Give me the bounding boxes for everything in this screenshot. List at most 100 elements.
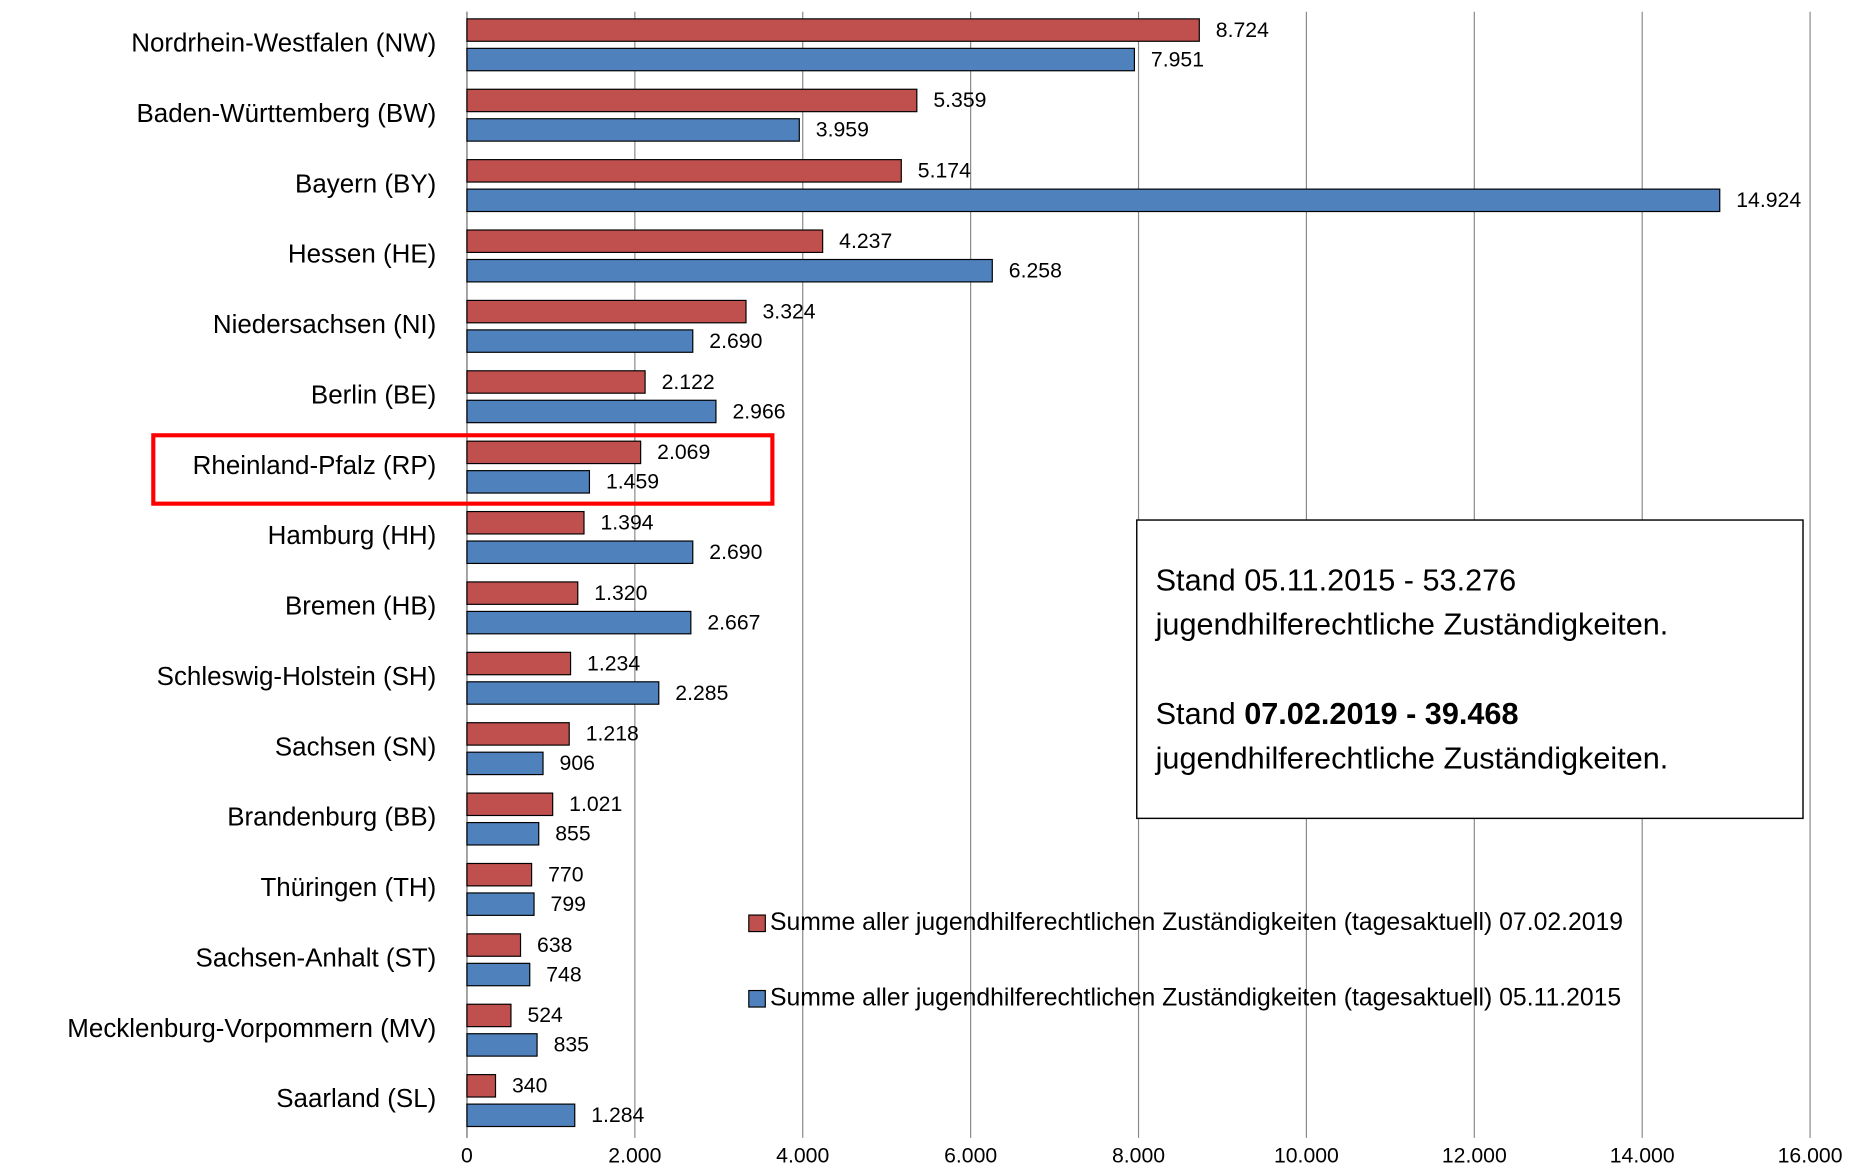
value-label: 1.234 (587, 652, 640, 675)
y-tick-label: Sachsen (SN) (275, 733, 436, 761)
bar (466, 118, 800, 142)
bar (466, 188, 1721, 213)
y-tick-label: Schleswig-Holstein (SH) (157, 663, 437, 691)
annotation-line: jugendhilferechtliche Zuständigkeiten. (1155, 607, 1669, 641)
bar (466, 792, 554, 817)
value-label: 524 (527, 1004, 563, 1027)
annotation-line: Stand 07.02.2019 - 39.468 (1156, 697, 1519, 731)
annotation-box (1136, 519, 1804, 820)
y-tick-label: Brandenburg (BB) (227, 804, 436, 832)
value-label: 8.724 (1216, 19, 1269, 42)
value-label: 1.459 (606, 471, 659, 494)
bar (466, 440, 642, 465)
bar (466, 1033, 538, 1057)
annotation-text: Stand (1156, 697, 1245, 731)
value-label: 3.959 (816, 119, 869, 142)
value-label: 5.174 (918, 160, 971, 183)
value-label: 2.069 (657, 441, 710, 464)
bar (466, 258, 993, 283)
bar (466, 370, 646, 394)
legend-swatch (748, 914, 766, 933)
y-tick-label: Baden-Württemberg (BW) (136, 100, 436, 128)
value-label: 2.690 (709, 541, 762, 564)
bar (466, 962, 531, 987)
y-tick-label: Hamburg (HH) (268, 522, 437, 550)
x-tick-label: 2.000 (608, 1144, 661, 1167)
bar (466, 722, 570, 746)
value-label: 5.359 (933, 89, 986, 112)
bar (466, 229, 824, 254)
value-label: 906 (560, 752, 595, 775)
x-tick-label: 0 (461, 1144, 473, 1167)
bar (466, 399, 717, 424)
bar (466, 751, 544, 776)
bar (466, 933, 522, 957)
bar (466, 581, 579, 605)
x-tick-label: 12.000 (1442, 1144, 1507, 1167)
y-tick-label: Sachsen-Anhalt (ST) (196, 944, 437, 972)
bar (466, 1103, 576, 1128)
value-label: 2.690 (709, 330, 762, 353)
value-label: 1.218 (586, 723, 639, 746)
value-label: 1.284 (591, 1104, 644, 1127)
x-tick-label: 6.000 (944, 1144, 997, 1167)
x-tick-label: 8.000 (1112, 1144, 1165, 1167)
value-label: 6.258 (1009, 259, 1062, 282)
bar (466, 18, 1200, 42)
y-tick-label: Berlin (BE) (311, 381, 436, 409)
value-label: 7.951 (1151, 48, 1204, 71)
value-label: 799 (551, 893, 586, 916)
bar (466, 1003, 512, 1028)
value-label: 2.667 (707, 611, 760, 634)
value-label: 835 (554, 1034, 589, 1057)
bar (466, 610, 692, 635)
y-tick-label: Niedersachsen (NI) (213, 311, 436, 339)
x-tick-label: 16.000 (1778, 1144, 1843, 1167)
highlight-box (151, 433, 775, 506)
bar (466, 862, 533, 887)
legend-swatch (748, 989, 766, 1008)
value-label: 14.924 (1736, 189, 1801, 212)
y-tick-label: Hessen (HE) (288, 241, 436, 269)
value-label: 2.966 (732, 400, 785, 423)
value-label: 4.237 (839, 230, 892, 253)
y-tick-label: Thüringen (TH) (260, 874, 436, 902)
value-label: 2.122 (662, 371, 715, 394)
bar (466, 540, 694, 565)
bar (466, 510, 585, 535)
y-tick-label: Nordrhein-Westfalen (NW) (131, 29, 436, 57)
bar (466, 88, 918, 113)
value-label: 3.324 (763, 300, 816, 323)
bar (466, 159, 902, 183)
y-tick-label: Bremen (HB) (285, 593, 436, 621)
legend-label: Summe aller jugendhilferechtlichen Zustä… (770, 909, 1623, 936)
bar (466, 470, 591, 494)
annotation-line: Stand 05.11.2015 - 53.276 (1156, 564, 1517, 598)
bar (466, 821, 540, 846)
value-label: 770 (548, 863, 583, 886)
legend-label: Summe aller jugendhilferechtlichen Zustä… (770, 984, 1621, 1011)
annotation-line: jugendhilferechtliche Zuständigkeiten. (1155, 742, 1669, 776)
y-tick-label: Saarland (SL) (276, 1085, 436, 1113)
x-tick-label: 10.000 (1274, 1144, 1339, 1167)
value-label: 1.021 (569, 793, 622, 816)
bar (466, 1074, 497, 1098)
value-label: 340 (512, 1075, 547, 1098)
bar (466, 892, 535, 916)
y-tick-label: Bayern (BY) (295, 170, 436, 198)
value-label: 1.394 (600, 512, 653, 535)
x-tick-label: 14.000 (1610, 1144, 1675, 1167)
annotation-bold: 07.02.2019 - 39.468 (1244, 697, 1518, 731)
value-label: 638 (537, 934, 572, 957)
value-label: 748 (546, 963, 581, 986)
value-label: 2.285 (675, 682, 728, 705)
y-tick-label: Mecklenburg-Vorpommern (MV) (67, 1015, 436, 1043)
y-tick-label: Rheinland-Pfalz (RP) (193, 452, 437, 480)
bar (466, 47, 1136, 72)
bar (466, 329, 694, 353)
bar (466, 681, 660, 705)
bar (466, 299, 747, 324)
value-label: 855 (555, 823, 590, 846)
bar (466, 651, 572, 676)
